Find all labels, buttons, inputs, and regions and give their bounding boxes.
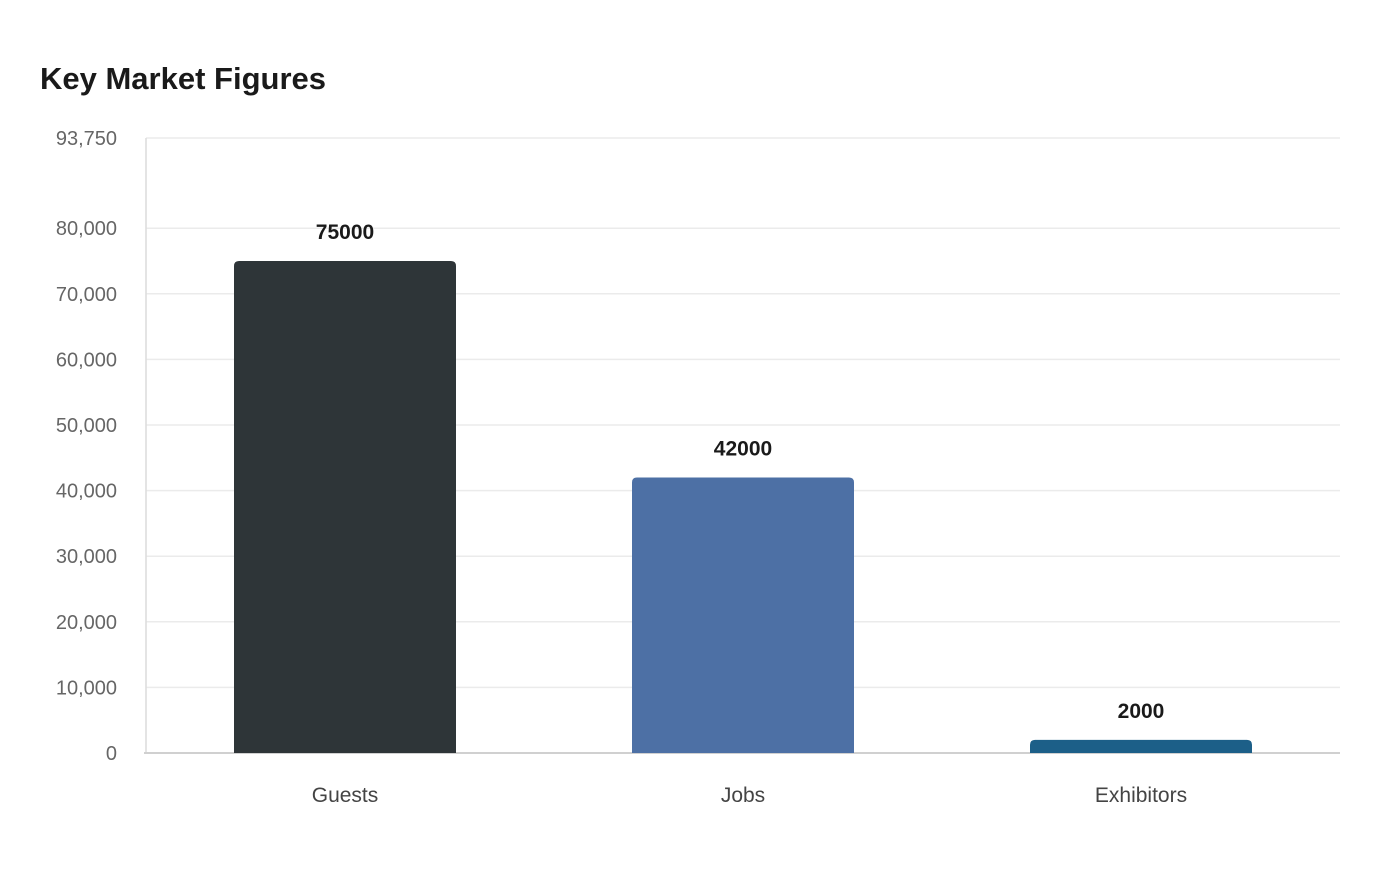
data-label-exhibitors: 2000 bbox=[1118, 700, 1165, 723]
y-tick-label: 60,000 bbox=[56, 349, 117, 371]
data-label-guests: 75000 bbox=[316, 221, 374, 244]
y-tick-label: 0 bbox=[106, 743, 117, 765]
bar-jobs bbox=[632, 477, 854, 753]
chart-title: Key Market Figures bbox=[40, 61, 326, 96]
y-tick-label: 50,000 bbox=[56, 415, 117, 437]
y-tick-label: 80,000 bbox=[56, 218, 117, 240]
data-label-jobs: 42000 bbox=[714, 437, 772, 460]
y-tick-label: 70,000 bbox=[56, 284, 117, 306]
bar-exhibitors bbox=[1030, 739, 1252, 753]
y-tick-label: 20,000 bbox=[56, 612, 117, 634]
x-category-label: Exhibitors bbox=[1095, 784, 1187, 807]
bars bbox=[234, 261, 1252, 753]
bar-guests bbox=[234, 261, 456, 753]
y-tick-label: 40,000 bbox=[56, 481, 117, 503]
y-tick-label: 93,750 bbox=[56, 128, 117, 150]
x-category-label: Guests bbox=[312, 784, 379, 807]
y-tick-label: 10,000 bbox=[56, 677, 117, 699]
x-category-label: Jobs bbox=[721, 784, 765, 807]
labels: 0 10,000 20,000 30,000 40,000 50,000 60,000 70,… bbox=[56, 128, 1187, 807]
y-tick-label: 30,000 bbox=[56, 546, 117, 568]
